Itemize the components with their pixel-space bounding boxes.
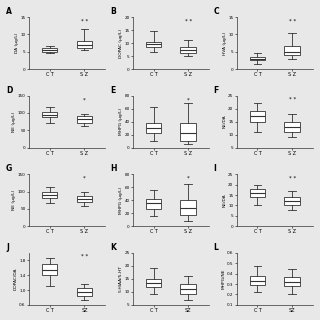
Y-axis label: MHPG (μg/L): MHPG (μg/L) [119,187,123,214]
PathPatch shape [76,41,92,48]
PathPatch shape [42,192,58,198]
Text: J: J [6,243,9,252]
PathPatch shape [76,288,92,296]
PathPatch shape [180,200,196,214]
Y-axis label: MHPG (μg/L): MHPG (μg/L) [119,108,123,135]
Text: D: D [6,85,12,95]
PathPatch shape [42,264,58,275]
PathPatch shape [76,116,92,123]
Text: F: F [214,85,219,95]
Y-axis label: DA (μg/L): DA (μg/L) [15,33,19,53]
PathPatch shape [284,122,300,132]
Y-axis label: MHPG/NE: MHPG/NE [221,268,226,289]
Y-axis label: DOPAC/DA: DOPAC/DA [14,268,18,290]
PathPatch shape [146,123,161,133]
Text: K: K [110,243,116,252]
Text: * *: * * [289,19,296,24]
Text: E: E [110,85,115,95]
Y-axis label: DOPAC (μg/L): DOPAC (μg/L) [119,28,123,58]
PathPatch shape [250,57,265,60]
PathPatch shape [180,47,196,53]
Y-axis label: NE (μg/L): NE (μg/L) [12,190,17,210]
Text: *: * [83,97,86,102]
PathPatch shape [42,112,58,117]
PathPatch shape [284,277,300,286]
Y-axis label: 5-HIAA/5-HT: 5-HIAA/5-HT [119,265,123,292]
PathPatch shape [180,123,196,141]
Text: B: B [110,7,116,16]
Text: *: * [187,97,190,102]
Text: * *: * * [81,254,88,260]
Text: * *: * * [289,176,296,181]
Y-axis label: NE (μg/L): NE (μg/L) [12,111,17,132]
Text: L: L [214,243,219,252]
PathPatch shape [76,196,92,202]
Text: H: H [110,164,116,173]
Text: * *: * * [185,19,192,24]
PathPatch shape [146,199,161,209]
Text: * *: * * [289,97,296,102]
Text: * *: * * [81,19,88,24]
PathPatch shape [250,111,265,122]
PathPatch shape [180,284,196,294]
PathPatch shape [42,48,58,52]
Text: G: G [6,164,12,173]
Text: A: A [6,7,12,16]
Text: I: I [214,164,217,173]
PathPatch shape [146,279,161,287]
Y-axis label: HVA (μg/L): HVA (μg/L) [223,31,227,55]
PathPatch shape [146,42,161,47]
PathPatch shape [284,46,300,55]
Y-axis label: NE/DA: NE/DA [223,115,227,128]
Text: C: C [214,7,219,16]
PathPatch shape [250,189,265,197]
Y-axis label: NE/DA: NE/DA [223,193,227,207]
PathPatch shape [250,276,265,285]
Text: *: * [187,176,190,181]
PathPatch shape [284,197,300,205]
Text: *: * [83,176,86,181]
